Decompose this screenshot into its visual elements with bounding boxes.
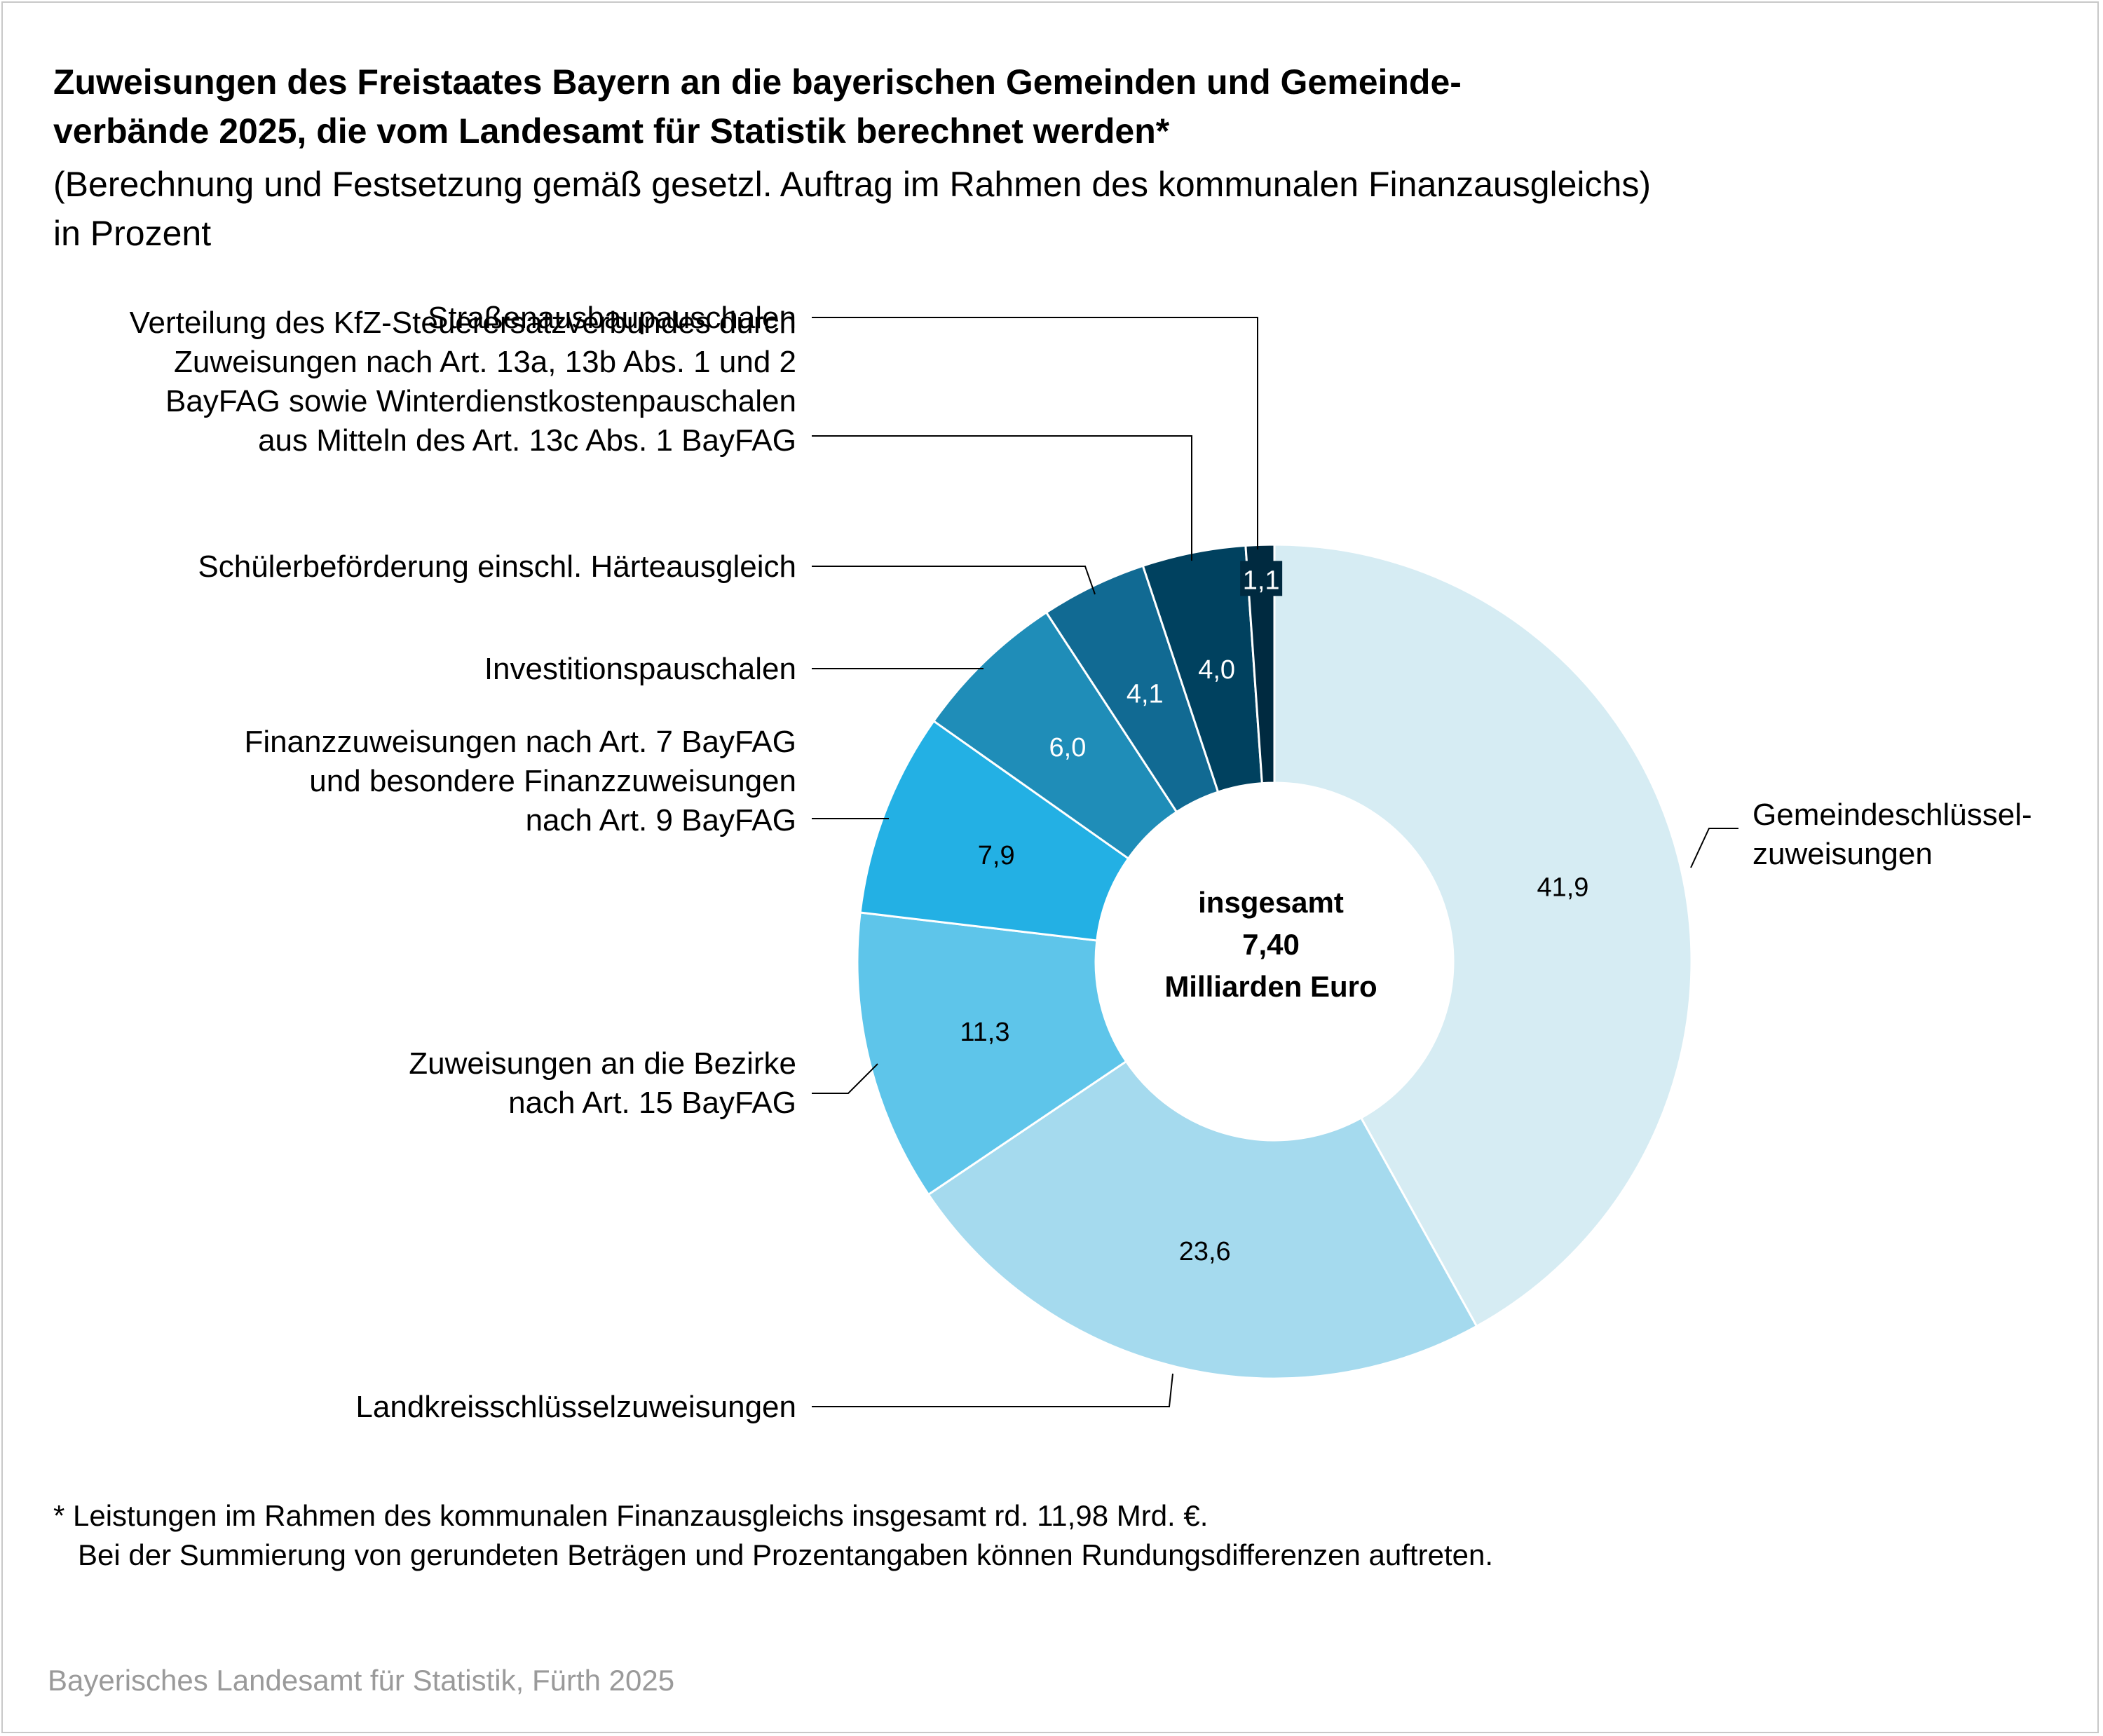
donut-slice-4 (859, 719, 1130, 942)
leader-line-3 (812, 1063, 878, 1094)
category-label-7: Verteilung des KfZ-Steuerersatzverbundes… (130, 306, 796, 458)
title-line-2: verbände 2025, die vom Landesamt für Sta… (53, 111, 1170, 151)
subtitle-line-1: (Berechnung und Festsetzung gemäß gesetz… (53, 165, 1651, 204)
chart-subtitle: (Berechnung und Festsetzung gemäß gesetz… (53, 160, 1651, 258)
leader-line-6 (812, 566, 1096, 595)
value-label-2: 23,6 (1179, 1237, 1231, 1266)
center-label-line-2: 7,40 (1242, 928, 1300, 961)
category-label-3: Zuweisungen an die Bezirke nach Art. 15 B… (409, 1046, 796, 1120)
leader-line-1 (1690, 828, 1738, 868)
donut-slice-3 (856, 911, 1128, 1196)
leader-line-8 (812, 317, 1258, 549)
source-note: Bayerisches Landesamt für Statistik, Für… (48, 1664, 675, 1697)
category-label-2: Landkreisschlüsselzuweisungen (355, 1390, 796, 1424)
center-label-line-3: Milliarden Euro (1164, 970, 1377, 1003)
value-label-8: 1,1 (1243, 566, 1280, 595)
subtitle-line-2: in Prozent (53, 214, 212, 253)
category-label-1: Gemeindeschlüssel-zuweisungen (1752, 798, 2032, 871)
donut-slice-2 (927, 1060, 1478, 1380)
value-label-3: 11,3 (960, 1018, 1009, 1047)
title-line-1: Zuweisungen des Freistaates Bayern an di… (53, 62, 1462, 102)
donut-slice-1 (1273, 543, 1693, 1328)
chart-title: Zuweisungen des Freistaates Bayern an di… (53, 57, 1462, 156)
value-label-1: 41,9 (1537, 873, 1588, 903)
value-label-6: 4,1 (1127, 679, 1164, 709)
category-label-6: Schülerbeförderung einschl. Härteausglei… (198, 549, 796, 584)
category-label-5: Investitionspauschalen (484, 652, 796, 686)
footnote-line-1: * Leistungen im Rahmen des kommunalen Fi… (53, 1499, 1209, 1532)
value-label-4: 7,9 (978, 841, 1015, 870)
category-label-8: Straßenausbaupauschalen (428, 301, 796, 335)
value-label-7: 4,0 (1198, 655, 1235, 685)
footnote: * Leistungen im Rahmen des kommunalen Fi… (53, 1496, 1493, 1575)
footnote-line-2: Bei der Summierung von gerundeten Beträg… (53, 1538, 1494, 1571)
donut-slice-8 (1244, 543, 1276, 785)
leader-line-7 (812, 435, 1192, 561)
value-label-bg-8 (1240, 561, 1283, 596)
leader-line-2 (812, 1373, 1173, 1407)
category-label-4: Finanzzuweisungen nach Art. 7 BayFAG und … (244, 725, 796, 838)
value-label-5: 6,0 (1049, 733, 1087, 763)
center-label-line-1: insgesamt (1198, 886, 1344, 919)
